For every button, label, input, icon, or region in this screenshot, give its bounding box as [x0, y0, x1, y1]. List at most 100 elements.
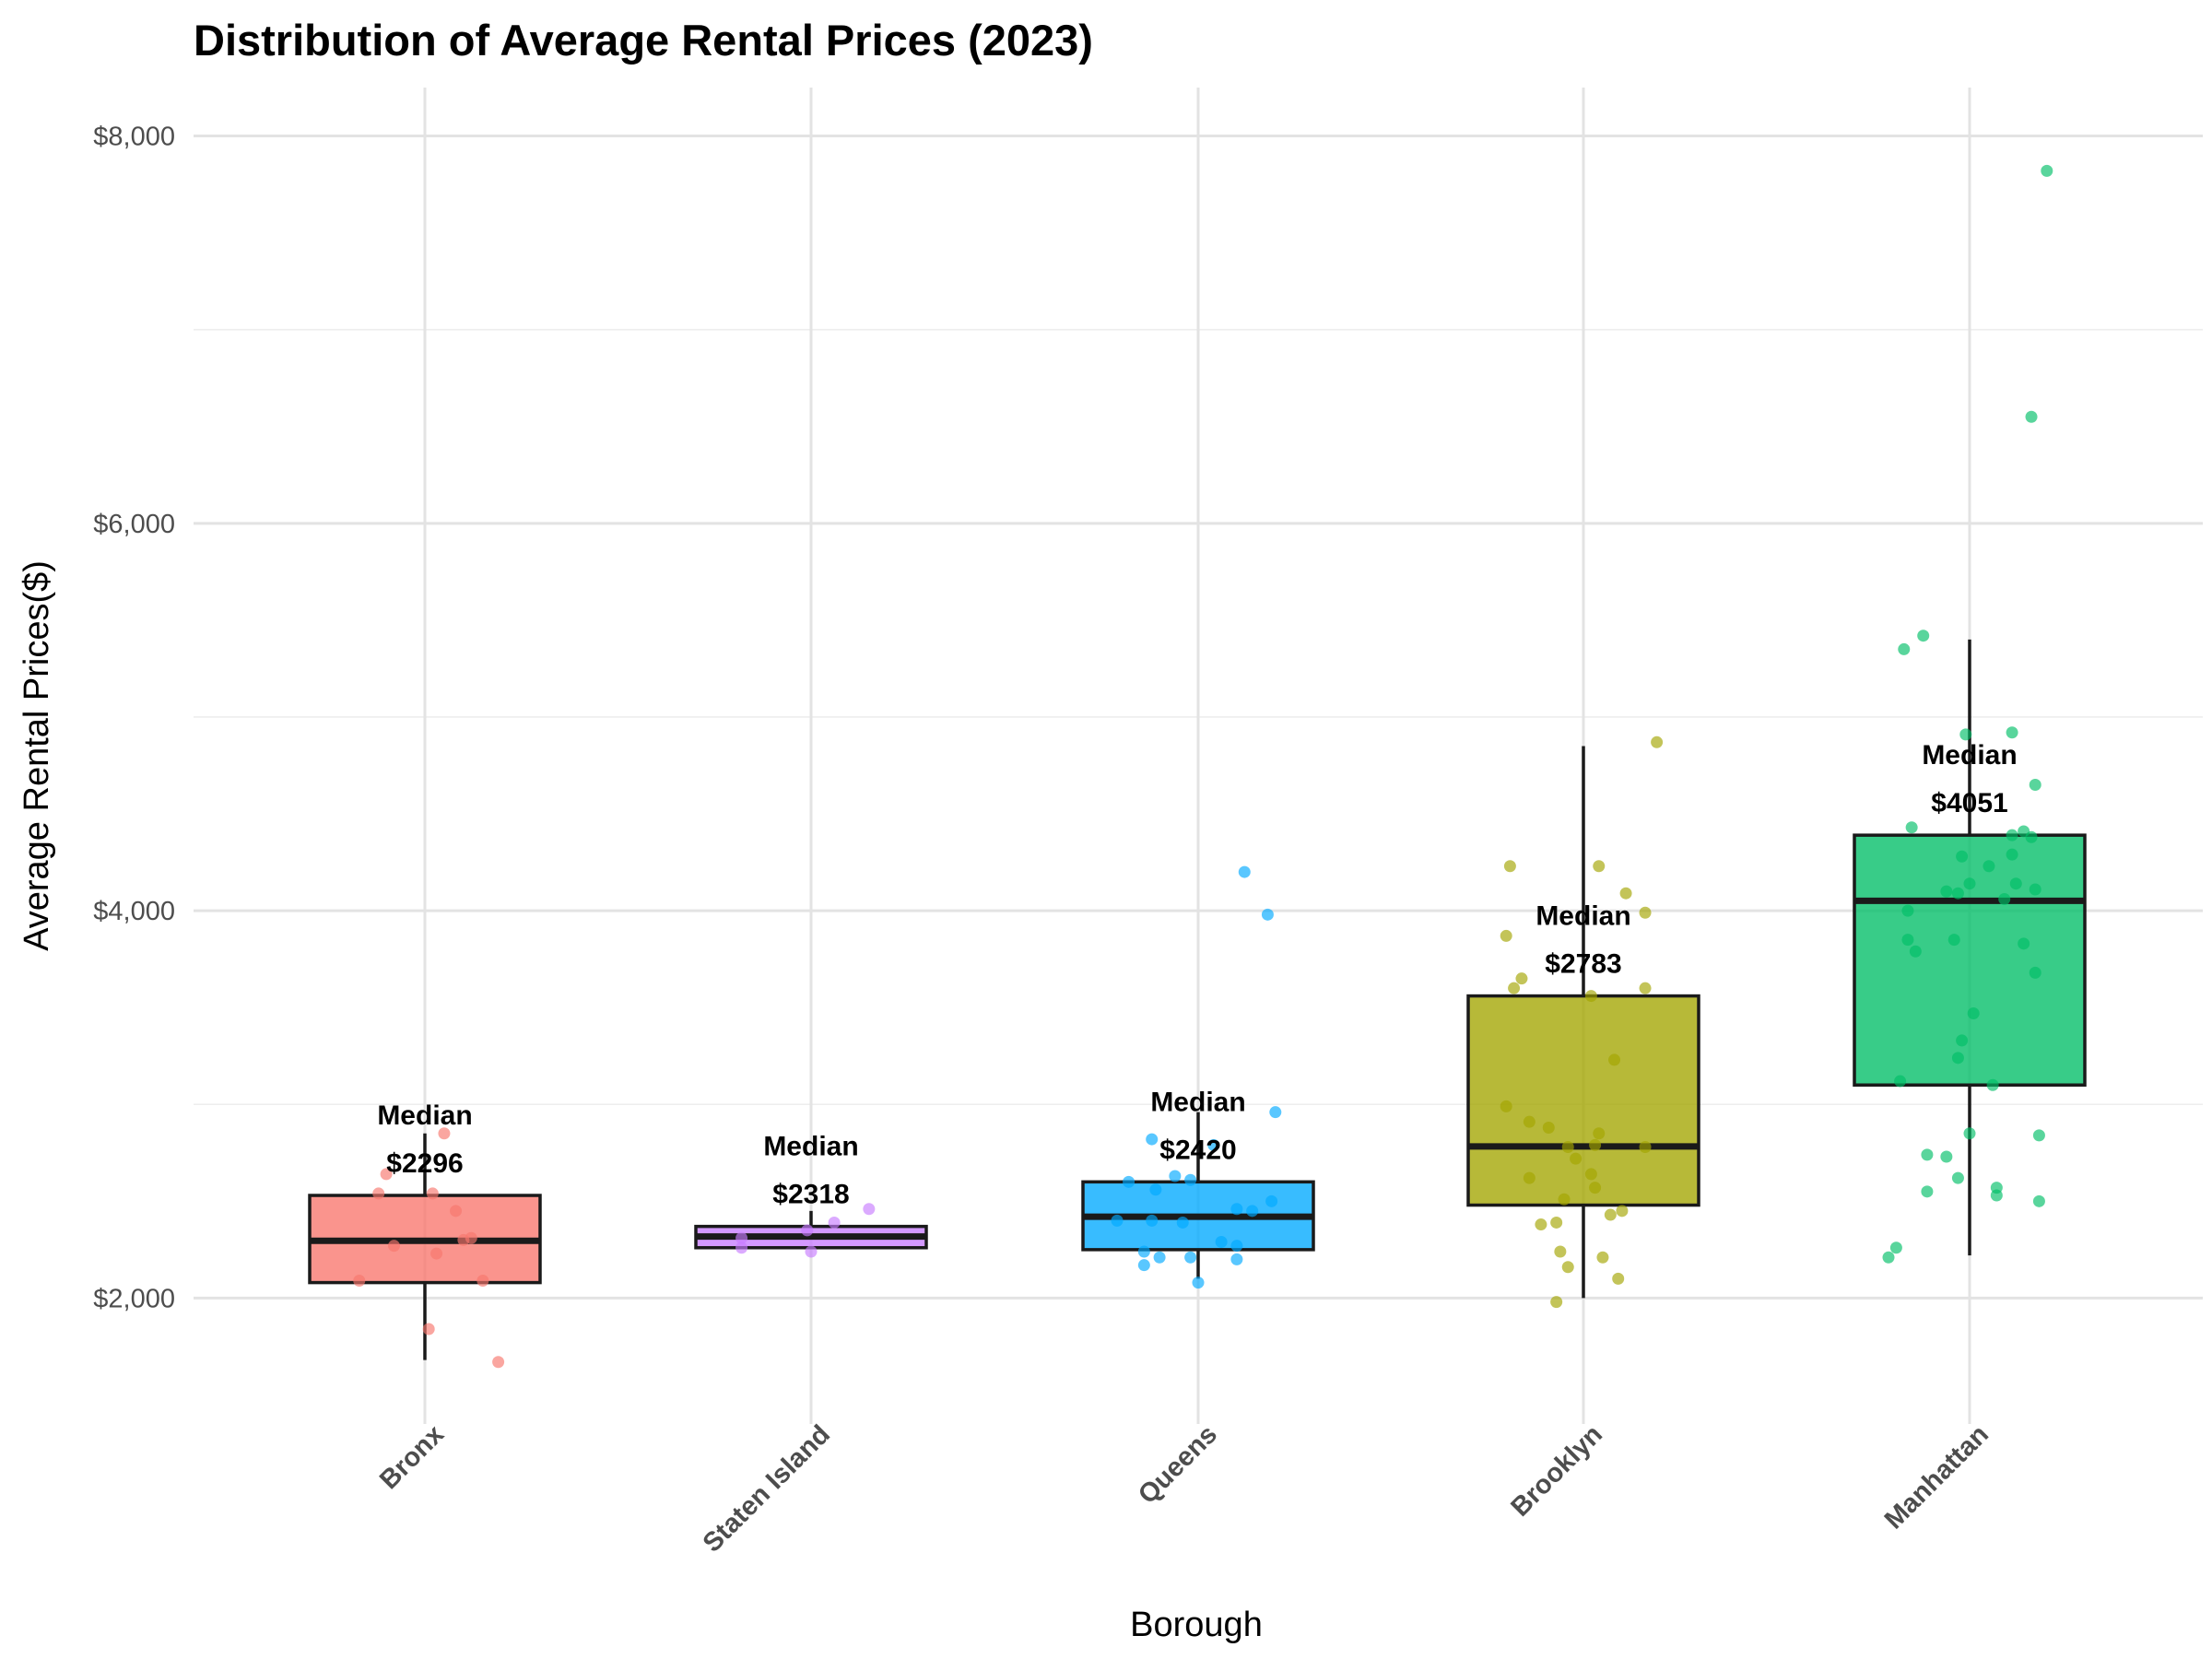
data-point	[1917, 629, 1930, 642]
data-point	[1898, 642, 1911, 655]
data-point	[1246, 1205, 1259, 1218]
data-point	[1956, 850, 1969, 863]
data-point	[1959, 728, 1972, 741]
box-bronx	[308, 1133, 542, 1360]
data-point	[1558, 1193, 1571, 1206]
data-point	[1500, 1100, 1512, 1112]
data-point	[1500, 929, 1512, 942]
data-point	[1523, 1115, 1535, 1128]
data-point	[422, 1323, 435, 1335]
data-point	[426, 1187, 439, 1200]
data-point	[1550, 1296, 1563, 1309]
data-point	[1619, 887, 1632, 900]
data-point	[1584, 990, 1597, 1003]
data-point	[1951, 1052, 1964, 1065]
data-point	[1261, 908, 1274, 921]
data-point	[438, 1127, 451, 1140]
data-point	[1604, 1208, 1617, 1221]
data-point	[1535, 1218, 1547, 1231]
data-point	[1137, 1245, 1150, 1258]
data-point	[1963, 1127, 1976, 1140]
data-point	[1639, 982, 1652, 994]
data-point	[1589, 1138, 1602, 1151]
data-point	[1503, 860, 1516, 873]
data-point	[863, 1203, 876, 1216]
data-point	[2006, 829, 2018, 841]
data-point	[805, 1245, 818, 1258]
data-point	[1153, 1251, 1166, 1264]
data-point	[1176, 1216, 1189, 1229]
data-point	[1561, 1261, 1574, 1274]
data-point	[1894, 1075, 1907, 1088]
chart-title: Distribution of Average Rental Prices (2…	[194, 16, 1093, 65]
data-point	[828, 1216, 841, 1229]
data-point	[2032, 1129, 2045, 1142]
data-point	[1940, 885, 1953, 898]
data-point	[1986, 1078, 1999, 1091]
data-point	[1593, 1127, 1606, 1140]
data-point	[1146, 1133, 1159, 1146]
data-point	[353, 1274, 366, 1287]
data-point	[2025, 410, 2038, 423]
y-tick-label: $4,000	[93, 897, 175, 926]
data-point	[1608, 1053, 1621, 1066]
data-point	[1951, 887, 1964, 900]
data-point	[2029, 966, 2041, 979]
data-point	[1570, 1152, 1583, 1165]
data-point	[1265, 1194, 1278, 1207]
data-point	[430, 1247, 443, 1260]
data-point	[1612, 1272, 1625, 1285]
median-label-title: Median	[763, 1132, 858, 1162]
data-point	[1951, 1171, 1964, 1184]
data-point	[1137, 1259, 1150, 1272]
data-point	[2006, 848, 2018, 861]
data-point	[1215, 1235, 1228, 1248]
data-point	[1230, 1240, 1243, 1253]
jitter-points	[353, 164, 2053, 1369]
data-point	[1192, 1277, 1205, 1289]
data-point	[492, 1356, 505, 1369]
median-label-value: $4051	[1931, 788, 2007, 818]
median-label-value: $2420	[1159, 1135, 1236, 1165]
data-point	[1921, 1185, 1934, 1198]
median-label-value: $2318	[772, 1180, 849, 1210]
data-point	[1184, 1173, 1197, 1186]
data-point	[1589, 1182, 1602, 1194]
data-point	[1639, 906, 1652, 919]
box-queens	[1081, 1112, 1315, 1279]
y-tick-label: $6,000	[93, 510, 175, 539]
median-label-value: $2783	[1545, 949, 1621, 980]
data-point	[1584, 1168, 1597, 1181]
data-point	[2006, 726, 2018, 739]
data-point	[1921, 1148, 1934, 1161]
data-point	[1508, 982, 1521, 994]
data-point	[372, 1187, 385, 1200]
data-point	[380, 1168, 393, 1181]
data-point	[450, 1205, 463, 1218]
data-point	[1963, 877, 1976, 890]
data-point	[2041, 164, 2053, 177]
data-point	[1184, 1251, 1197, 1264]
data-point	[1542, 1121, 1555, 1134]
data-point	[1230, 1203, 1243, 1216]
data-point	[1554, 1245, 1567, 1258]
data-point	[1889, 1241, 1902, 1254]
data-point	[735, 1241, 748, 1254]
median-label-title: Median	[1535, 901, 1630, 932]
data-point	[1523, 1171, 1535, 1184]
data-point	[1515, 972, 1528, 985]
data-point	[1990, 1189, 2003, 1202]
data-point	[1616, 1205, 1629, 1218]
data-point	[477, 1274, 489, 1287]
data-point	[1238, 865, 1251, 878]
data-point	[2029, 883, 2041, 896]
median-label-title: Median	[1922, 740, 2017, 771]
median-label-value: $2296	[386, 1148, 463, 1179]
data-point	[2025, 830, 2038, 843]
data-point	[735, 1231, 748, 1244]
data-point	[1561, 1140, 1574, 1153]
data-point	[1901, 934, 1914, 947]
data-point	[1639, 1140, 1652, 1153]
y-axis-title: Average Rental Prices($)	[18, 560, 56, 951]
